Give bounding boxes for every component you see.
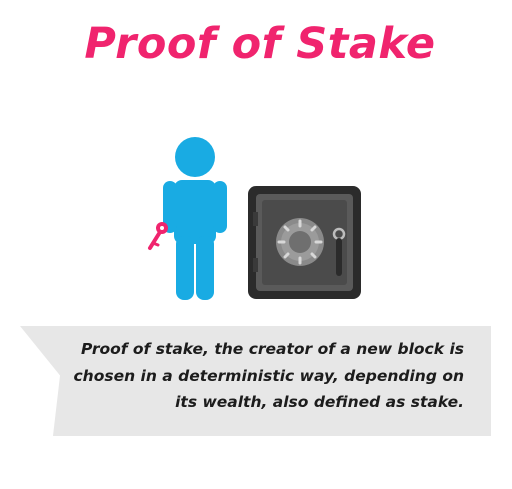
person-icon xyxy=(163,137,227,300)
caption-line: Proof of stake, the creator of a new blo… xyxy=(80,340,464,358)
safe-icon xyxy=(248,186,361,299)
caption-line: chosen in a deterministic way, depending… xyxy=(73,366,464,385)
key-icon xyxy=(148,222,168,250)
dial-icon xyxy=(276,218,324,266)
caption-banner xyxy=(20,326,491,436)
caption-line: its wealth, also defined as stake. xyxy=(175,393,464,411)
caption-text: Proof of stake, the creator of a new blo… xyxy=(36,336,464,416)
page-title: Proof of Stake xyxy=(84,19,436,69)
handle-icon xyxy=(332,227,346,276)
